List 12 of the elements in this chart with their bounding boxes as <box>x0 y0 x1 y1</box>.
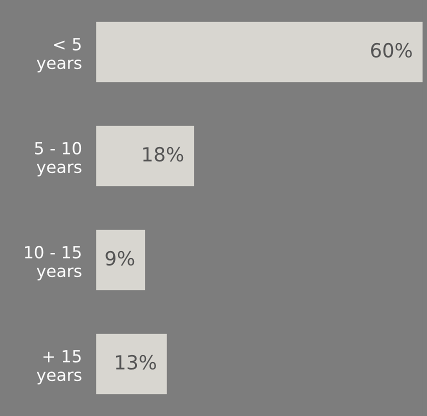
bar <box>96 230 146 290</box>
data-label: 9% <box>106 250 134 266</box>
y-tick-label: 5 - 10 years <box>35 142 82 176</box>
data-label: 60% <box>371 42 412 58</box>
y-tick-label: 10 - 15 years <box>24 246 82 280</box>
data-label: 18% <box>143 146 184 162</box>
y-tick-label: + 15 years <box>36 350 82 384</box>
bar <box>96 334 167 394</box>
data-label: 13% <box>116 354 156 370</box>
y-tick-label: < 5 years <box>36 38 82 72</box>
bar <box>96 22 423 82</box>
bar <box>96 126 194 186</box>
